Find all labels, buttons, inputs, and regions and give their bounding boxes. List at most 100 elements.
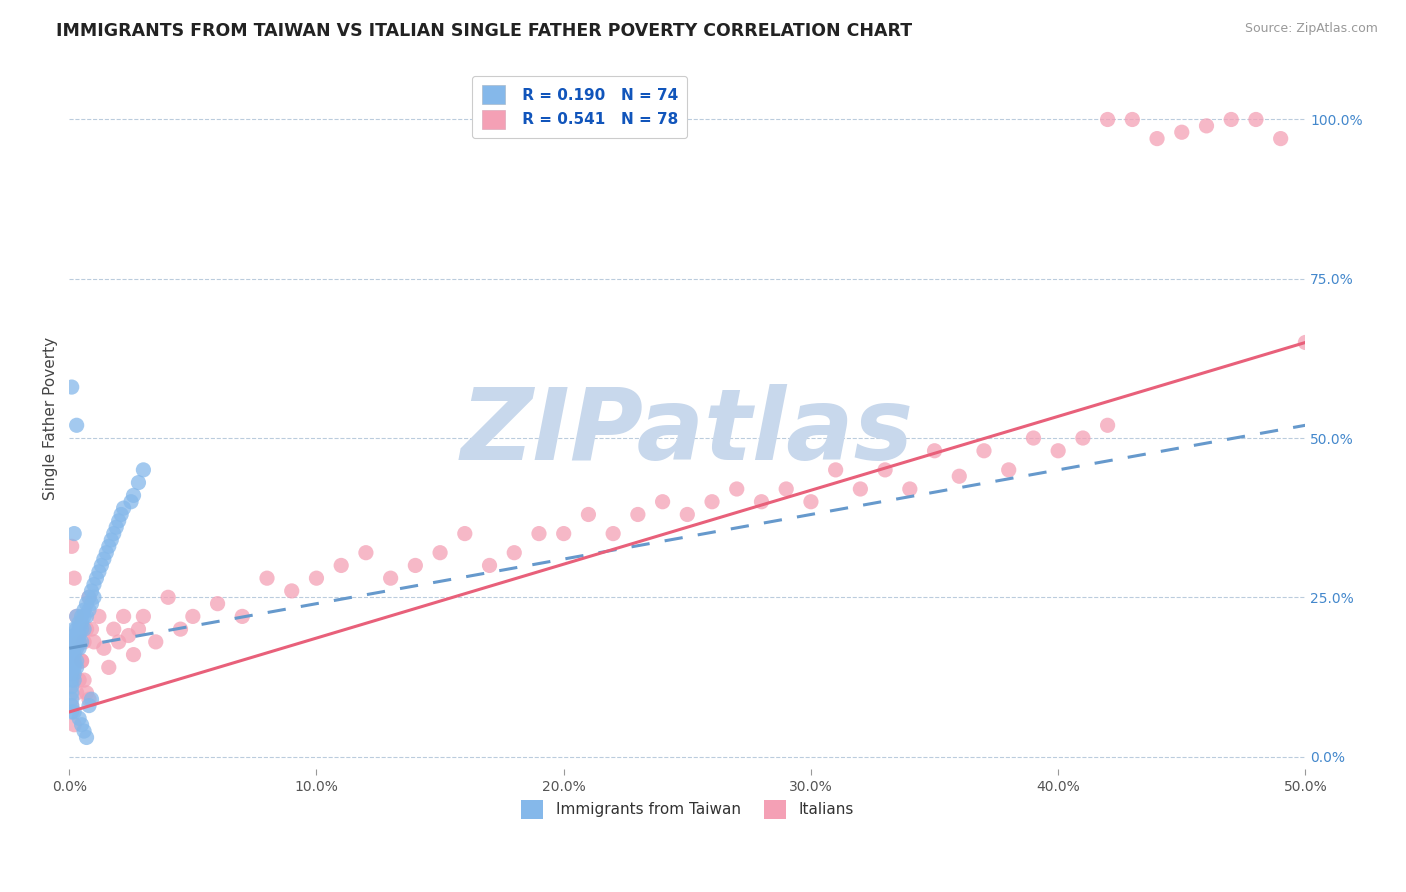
Point bbox=[73, 673, 96, 687]
Point bbox=[676, 508, 699, 522]
Point bbox=[97, 539, 120, 553]
Point bbox=[60, 666, 83, 681]
Point bbox=[67, 628, 90, 642]
Point bbox=[1171, 125, 1194, 139]
Point bbox=[66, 686, 89, 700]
Point bbox=[429, 546, 451, 560]
Point bbox=[80, 597, 103, 611]
Point bbox=[83, 635, 105, 649]
Point bbox=[80, 692, 103, 706]
Point bbox=[70, 635, 93, 649]
Point bbox=[1244, 112, 1267, 127]
Point bbox=[63, 717, 86, 731]
Point bbox=[948, 469, 970, 483]
Point bbox=[77, 603, 100, 617]
Point bbox=[70, 615, 93, 630]
Text: Source: ZipAtlas.com: Source: ZipAtlas.com bbox=[1244, 22, 1378, 36]
Point bbox=[60, 660, 83, 674]
Point bbox=[63, 654, 86, 668]
Point bbox=[997, 463, 1019, 477]
Point bbox=[60, 686, 83, 700]
Point bbox=[1220, 112, 1243, 127]
Point bbox=[66, 622, 89, 636]
Point bbox=[1121, 112, 1143, 127]
Point bbox=[60, 673, 83, 687]
Point bbox=[60, 648, 83, 662]
Point bbox=[77, 698, 100, 713]
Point bbox=[404, 558, 426, 573]
Point bbox=[76, 731, 98, 745]
Point bbox=[67, 615, 90, 630]
Point bbox=[132, 609, 155, 624]
Point bbox=[1047, 443, 1070, 458]
Point bbox=[77, 591, 100, 605]
Point bbox=[60, 654, 83, 668]
Y-axis label: Single Father Poverty: Single Father Poverty bbox=[44, 337, 58, 500]
Point bbox=[93, 641, 115, 656]
Point bbox=[70, 622, 93, 636]
Point bbox=[76, 686, 98, 700]
Point bbox=[824, 463, 846, 477]
Point bbox=[67, 711, 90, 725]
Point bbox=[73, 635, 96, 649]
Point bbox=[67, 641, 90, 656]
Point bbox=[305, 571, 328, 585]
Point bbox=[66, 635, 89, 649]
Point bbox=[60, 380, 83, 394]
Point bbox=[60, 641, 83, 656]
Point bbox=[96, 546, 118, 560]
Point bbox=[112, 501, 135, 516]
Point bbox=[122, 648, 145, 662]
Point bbox=[63, 622, 86, 636]
Point bbox=[76, 609, 98, 624]
Point bbox=[60, 692, 83, 706]
Point bbox=[63, 641, 86, 656]
Point bbox=[66, 641, 89, 656]
Point bbox=[107, 635, 129, 649]
Point bbox=[73, 724, 96, 739]
Point bbox=[651, 494, 673, 508]
Point bbox=[73, 603, 96, 617]
Legend: Immigrants from Taiwan, Italians: Immigrants from Taiwan, Italians bbox=[515, 794, 860, 825]
Point bbox=[1294, 335, 1316, 350]
Point bbox=[67, 673, 90, 687]
Point bbox=[60, 539, 83, 553]
Point bbox=[181, 609, 204, 624]
Point bbox=[63, 705, 86, 719]
Point bbox=[90, 558, 112, 573]
Point bbox=[105, 520, 128, 534]
Point bbox=[751, 494, 773, 508]
Point bbox=[66, 418, 89, 433]
Point bbox=[60, 635, 83, 649]
Point bbox=[80, 583, 103, 598]
Point bbox=[112, 609, 135, 624]
Point bbox=[73, 622, 96, 636]
Point bbox=[70, 609, 93, 624]
Point bbox=[60, 705, 83, 719]
Point bbox=[66, 660, 89, 674]
Point bbox=[93, 552, 115, 566]
Point bbox=[231, 609, 253, 624]
Point bbox=[578, 508, 600, 522]
Point bbox=[66, 609, 89, 624]
Point bbox=[63, 660, 86, 674]
Point bbox=[87, 609, 110, 624]
Text: ZIPatlas: ZIPatlas bbox=[461, 384, 914, 482]
Point bbox=[122, 488, 145, 502]
Point bbox=[107, 514, 129, 528]
Text: IMMIGRANTS FROM TAIWAN VS ITALIAN SINGLE FATHER POVERTY CORRELATION CHART: IMMIGRANTS FROM TAIWAN VS ITALIAN SINGLE… bbox=[56, 22, 912, 40]
Point bbox=[66, 609, 89, 624]
Point bbox=[63, 666, 86, 681]
Point bbox=[60, 680, 83, 694]
Point bbox=[63, 628, 86, 642]
Point bbox=[875, 463, 897, 477]
Point bbox=[103, 526, 125, 541]
Point bbox=[1097, 112, 1119, 127]
Point bbox=[120, 494, 142, 508]
Point bbox=[117, 628, 139, 642]
Point bbox=[380, 571, 402, 585]
Point bbox=[70, 654, 93, 668]
Point bbox=[77, 591, 100, 605]
Point bbox=[207, 597, 229, 611]
Point bbox=[849, 482, 872, 496]
